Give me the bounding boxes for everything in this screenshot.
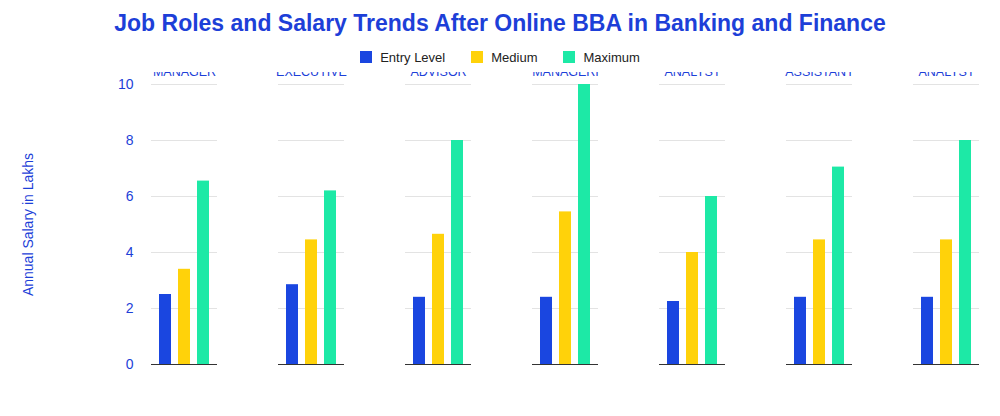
svg-text:FINANCIALMANAGERI: FINANCIALMANAGERI	[532, 72, 599, 79]
svg-text:8: 8	[126, 132, 134, 148]
svg-text:MARKETANALYST: MARKETANALYST	[918, 72, 974, 79]
svg-text:FINANCEEXECUTIVE: FINANCEEXECUTIVE	[276, 72, 347, 79]
svg-text:CREDITANALYST: CREDITANALYST	[664, 72, 720, 79]
svg-text:Annual Salary in Lakhs: Annual Salary in Lakhs	[20, 153, 36, 296]
html-text:Medium: Medium	[491, 49, 538, 65]
html-text:Maximum: Maximum	[583, 49, 640, 65]
svg-text:TAXASSISTANT: TAXASSISTANT	[785, 72, 854, 79]
svg-text:2: 2	[126, 300, 134, 316]
svg-text:FINANCIALADVISOR: FINANCIALADVISOR	[406, 72, 471, 79]
svg-text:10: 10	[118, 76, 134, 92]
svg-text:BANKMANAGER: BANKMANAGER	[153, 72, 216, 79]
svg-text:6: 6	[126, 188, 134, 204]
svg-text:0: 0	[126, 356, 134, 372]
html-text:Job Roles and Salary Trends Af: Job Roles and Salary Trends After Online…	[114, 10, 886, 36]
svg-text:4: 4	[126, 244, 134, 260]
html-text:Entry Level: Entry Level	[380, 49, 446, 65]
